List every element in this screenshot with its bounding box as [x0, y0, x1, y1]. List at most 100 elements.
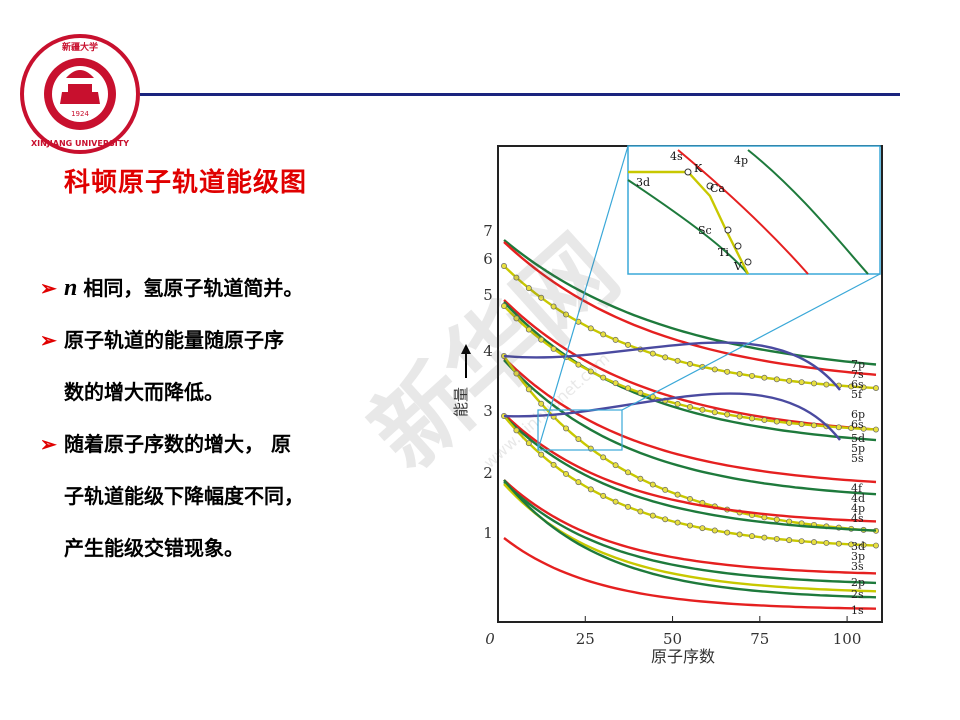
orbital-dot [649, 481, 656, 488]
x-tick-label: 100 [833, 630, 862, 648]
orbital-curve [503, 479, 877, 575]
inset-label: Ca [710, 182, 725, 195]
orbital-dot [612, 380, 619, 387]
logo-text-cn: 新疆大学 [62, 41, 98, 53]
orbital-dot [811, 539, 817, 546]
orbital-label: 4s [851, 512, 864, 525]
orbital-dot [786, 420, 793, 426]
orbital-dot [674, 491, 681, 498]
y-tick-label: 1 [483, 524, 493, 542]
orbital-dot [575, 436, 582, 442]
orbital-dot [575, 479, 582, 486]
orbital-dot [501, 303, 507, 309]
orbital-dot [773, 535, 780, 542]
orbital-dot [525, 386, 532, 393]
orbital-dot [798, 421, 805, 428]
bullet-2: ➢ 原子轨道的能量随原子序 数的增大而降低。 [40, 314, 440, 418]
f-orbital-curve [503, 392, 841, 441]
inset-label: 3d [636, 176, 650, 189]
y-axis-arrow-head [461, 344, 471, 354]
inset-curves: 4s 4p 3d K Ca Sc Ti V [627, 149, 869, 275]
orbital-dot [662, 354, 669, 361]
orbital-dot [860, 384, 867, 391]
x-tick-label: 75 [750, 630, 769, 648]
orbital-dot [761, 374, 768, 381]
orbital-dot [600, 454, 607, 461]
logo-text-en: XINJIANG UNIVERSITY [31, 139, 129, 148]
orbital-dot [625, 503, 631, 510]
orbital-dot [563, 425, 569, 432]
x-tick-label: 50 [663, 630, 682, 648]
bullet-3: ➢ 随着原子序数的增大， 原 子轨道能级下降幅度不同， 产生能级交错现象。 [40, 418, 440, 574]
orbital-curve [503, 483, 877, 593]
bullet-2-line-2: 数的增大而降低。 [64, 380, 224, 404]
orbital-dot [860, 542, 867, 548]
orbital-label: 3p [851, 550, 865, 563]
orbital-dot [637, 475, 644, 482]
header-rule [140, 93, 900, 96]
orbital-dot [798, 538, 805, 545]
orbital-label: 3s [851, 560, 864, 573]
inset-3p-curve [627, 179, 749, 275]
orbital-dot [699, 406, 706, 413]
orbital-curve [503, 481, 877, 585]
orbital-dot [749, 415, 755, 422]
inset-element-dot [706, 182, 714, 190]
inset-element-dot [684, 168, 692, 176]
orbital-label: 6s [851, 378, 864, 391]
inset-label: Sc [698, 224, 712, 237]
orbital-dot [612, 498, 619, 505]
orbital-dot [848, 383, 855, 390]
orbital-dot [823, 540, 830, 546]
orbital-dot [848, 425, 855, 432]
orbital-label: 5f [851, 388, 863, 401]
orbital-dot [674, 519, 681, 526]
orbital-dot [513, 315, 520, 322]
orbital-dot [687, 360, 693, 367]
orbital-dot [649, 512, 656, 519]
orbital-label: 2p [851, 576, 865, 589]
orbital-dot [749, 533, 755, 540]
orbital-dot [873, 426, 879, 433]
university-logo: 1924 XINJIANG UNIVERSITY 新疆大学 [20, 34, 140, 154]
orbital-dot [575, 361, 582, 368]
orbital-dot [674, 357, 681, 364]
orbital-label: 3d [851, 540, 865, 553]
orbital-dot [687, 522, 693, 529]
orbital-dot [736, 370, 743, 377]
orbital-dot [550, 303, 557, 310]
orbital-dot [587, 486, 594, 493]
inset-label: V [733, 260, 743, 273]
y-tick-label: 2 [483, 464, 493, 482]
bullet-3-line-3: 产生能级交错现象。 [64, 536, 244, 560]
orbital-dot [538, 400, 545, 407]
orbital-dot [873, 385, 879, 392]
bullet-arrow-icon: ➢ [40, 276, 57, 300]
bullet-2-line-1: 原子轨道的能量随原子序 [64, 328, 284, 352]
inset-connector-left [537, 145, 629, 451]
f-orbital-curve [503, 341, 841, 391]
orbital-dot [736, 413, 743, 420]
orbital-curve [503, 413, 877, 523]
orbital-dot [823, 381, 830, 388]
orbital-dot [612, 336, 619, 343]
orbital-dot [674, 400, 681, 407]
inset-element-dot [724, 226, 732, 234]
orbital-dot [736, 531, 743, 538]
orbital-dot [811, 380, 817, 387]
orbital-dot [860, 425, 867, 432]
inset-label: 4s [670, 150, 683, 163]
orbital-curve [503, 479, 877, 599]
orbital-dot [637, 389, 644, 396]
orbital-dot [525, 285, 532, 292]
inset-3d-curve [628, 170, 750, 275]
y-tick-label: 5 [483, 286, 493, 304]
inset-4p-curve [747, 149, 869, 275]
orbital-dot [811, 422, 817, 429]
slide-title: 科顿原子轨道能级图 [64, 168, 308, 198]
orbital-dot [649, 350, 656, 357]
orbital-dot [773, 516, 780, 523]
orbital-dot [835, 424, 842, 431]
orbital-dot [625, 469, 631, 476]
